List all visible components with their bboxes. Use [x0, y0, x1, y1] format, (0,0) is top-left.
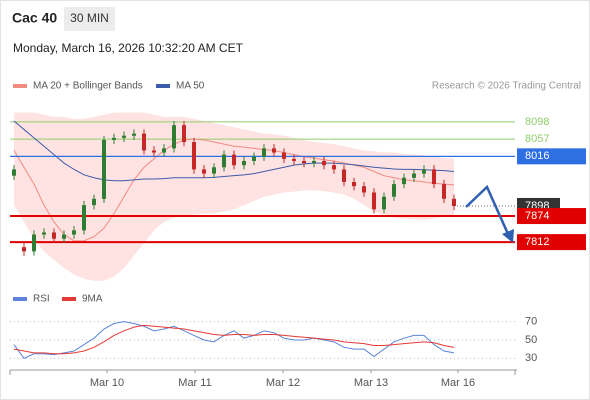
candle-body	[382, 196, 386, 210]
candle-body	[152, 150, 156, 153]
candle-body	[322, 160, 326, 166]
candle-body	[122, 135, 126, 138]
candle-body	[422, 169, 426, 174]
x-tick-label: Mar 10	[90, 377, 124, 389]
candle-body	[392, 184, 396, 197]
candle-body	[162, 148, 166, 153]
symbol: Cac 40	[12, 10, 57, 26]
candle-body	[302, 160, 306, 164]
y-tick-label: 70	[525, 316, 537, 328]
legend-swatch	[156, 84, 170, 88]
level-label: 7874	[525, 210, 549, 222]
level-label: 8098	[525, 116, 549, 128]
x-tick-label: Mar 16	[441, 377, 475, 389]
y-tick-label: 50	[525, 334, 537, 346]
level-box	[517, 148, 586, 165]
candle-body	[342, 169, 346, 182]
legend-swatch	[13, 84, 27, 88]
interval-button[interactable]	[64, 7, 115, 31]
candle-body	[282, 152, 286, 159]
candle-body	[402, 177, 406, 185]
candle-body	[192, 142, 196, 170]
candle-body	[102, 139, 106, 199]
bollinger-band	[14, 112, 454, 281]
candle-body	[62, 234, 66, 239]
candle-body	[22, 247, 26, 252]
series-line	[13, 324, 455, 355]
main-layer	[10, 121, 515, 359]
level-label: 8057	[525, 133, 549, 145]
candle-body	[222, 154, 226, 168]
interval-label[interactable]: 30 MIN	[70, 11, 109, 25]
projection-arrow-head	[502, 229, 514, 243]
candle-body	[372, 192, 376, 210]
band-layer	[10, 112, 515, 359]
legend-label: 9MA	[82, 294, 103, 305]
candle-body	[132, 133, 136, 136]
candle-body	[442, 184, 446, 199]
candle-body	[232, 154, 236, 166]
candle-body	[32, 234, 36, 252]
legend-label: RSI	[33, 294, 50, 305]
candle-body	[352, 181, 356, 187]
candle-body	[362, 186, 366, 193]
candle-body	[262, 148, 266, 157]
projection-arrow	[465, 184, 510, 235]
level-box	[517, 208, 586, 225]
candle-body	[242, 160, 246, 166]
series-line	[13, 120, 455, 182]
candle-body	[272, 148, 276, 153]
y-tick-label: 30	[525, 352, 537, 364]
candle-body	[172, 125, 176, 149]
legend-label: MA 20 + Bollinger Bands	[33, 81, 143, 92]
candle-body	[92, 198, 96, 206]
candle-body	[292, 158, 296, 161]
candle-body	[312, 160, 316, 164]
x-tick-label: Mar 11	[178, 377, 211, 389]
candle-body	[142, 133, 146, 151]
candle-body	[72, 230, 76, 235]
series-line	[13, 138, 455, 242]
candle-body	[202, 169, 206, 174]
credit: Research © 2026 Trading Central	[432, 81, 581, 92]
candle-body	[52, 232, 56, 239]
level-label: 8016	[525, 150, 549, 162]
candle-body	[252, 156, 256, 161]
legend-swatch	[62, 297, 76, 301]
level-box	[517, 234, 586, 251]
candle-body	[182, 125, 186, 143]
candle-body	[212, 167, 216, 174]
level-label: 7812	[525, 236, 549, 248]
candle-body	[82, 205, 86, 231]
candle-body	[432, 169, 436, 185]
candle-body	[412, 173, 416, 178]
x-tick-label: Mar 13	[354, 377, 388, 389]
legend-swatch	[13, 297, 27, 301]
datetime: Monday, March 16, 2026 10:32:20 AM CET	[13, 41, 244, 55]
series-line	[13, 321, 455, 359]
candle-body	[42, 232, 46, 235]
candle-body	[112, 137, 116, 140]
candle-body	[332, 165, 336, 170]
candle-body	[452, 198, 456, 206]
x-tick-label: Mar 12	[266, 377, 300, 389]
candle-body	[12, 169, 16, 176]
legend-label: MA 50	[176, 81, 205, 92]
